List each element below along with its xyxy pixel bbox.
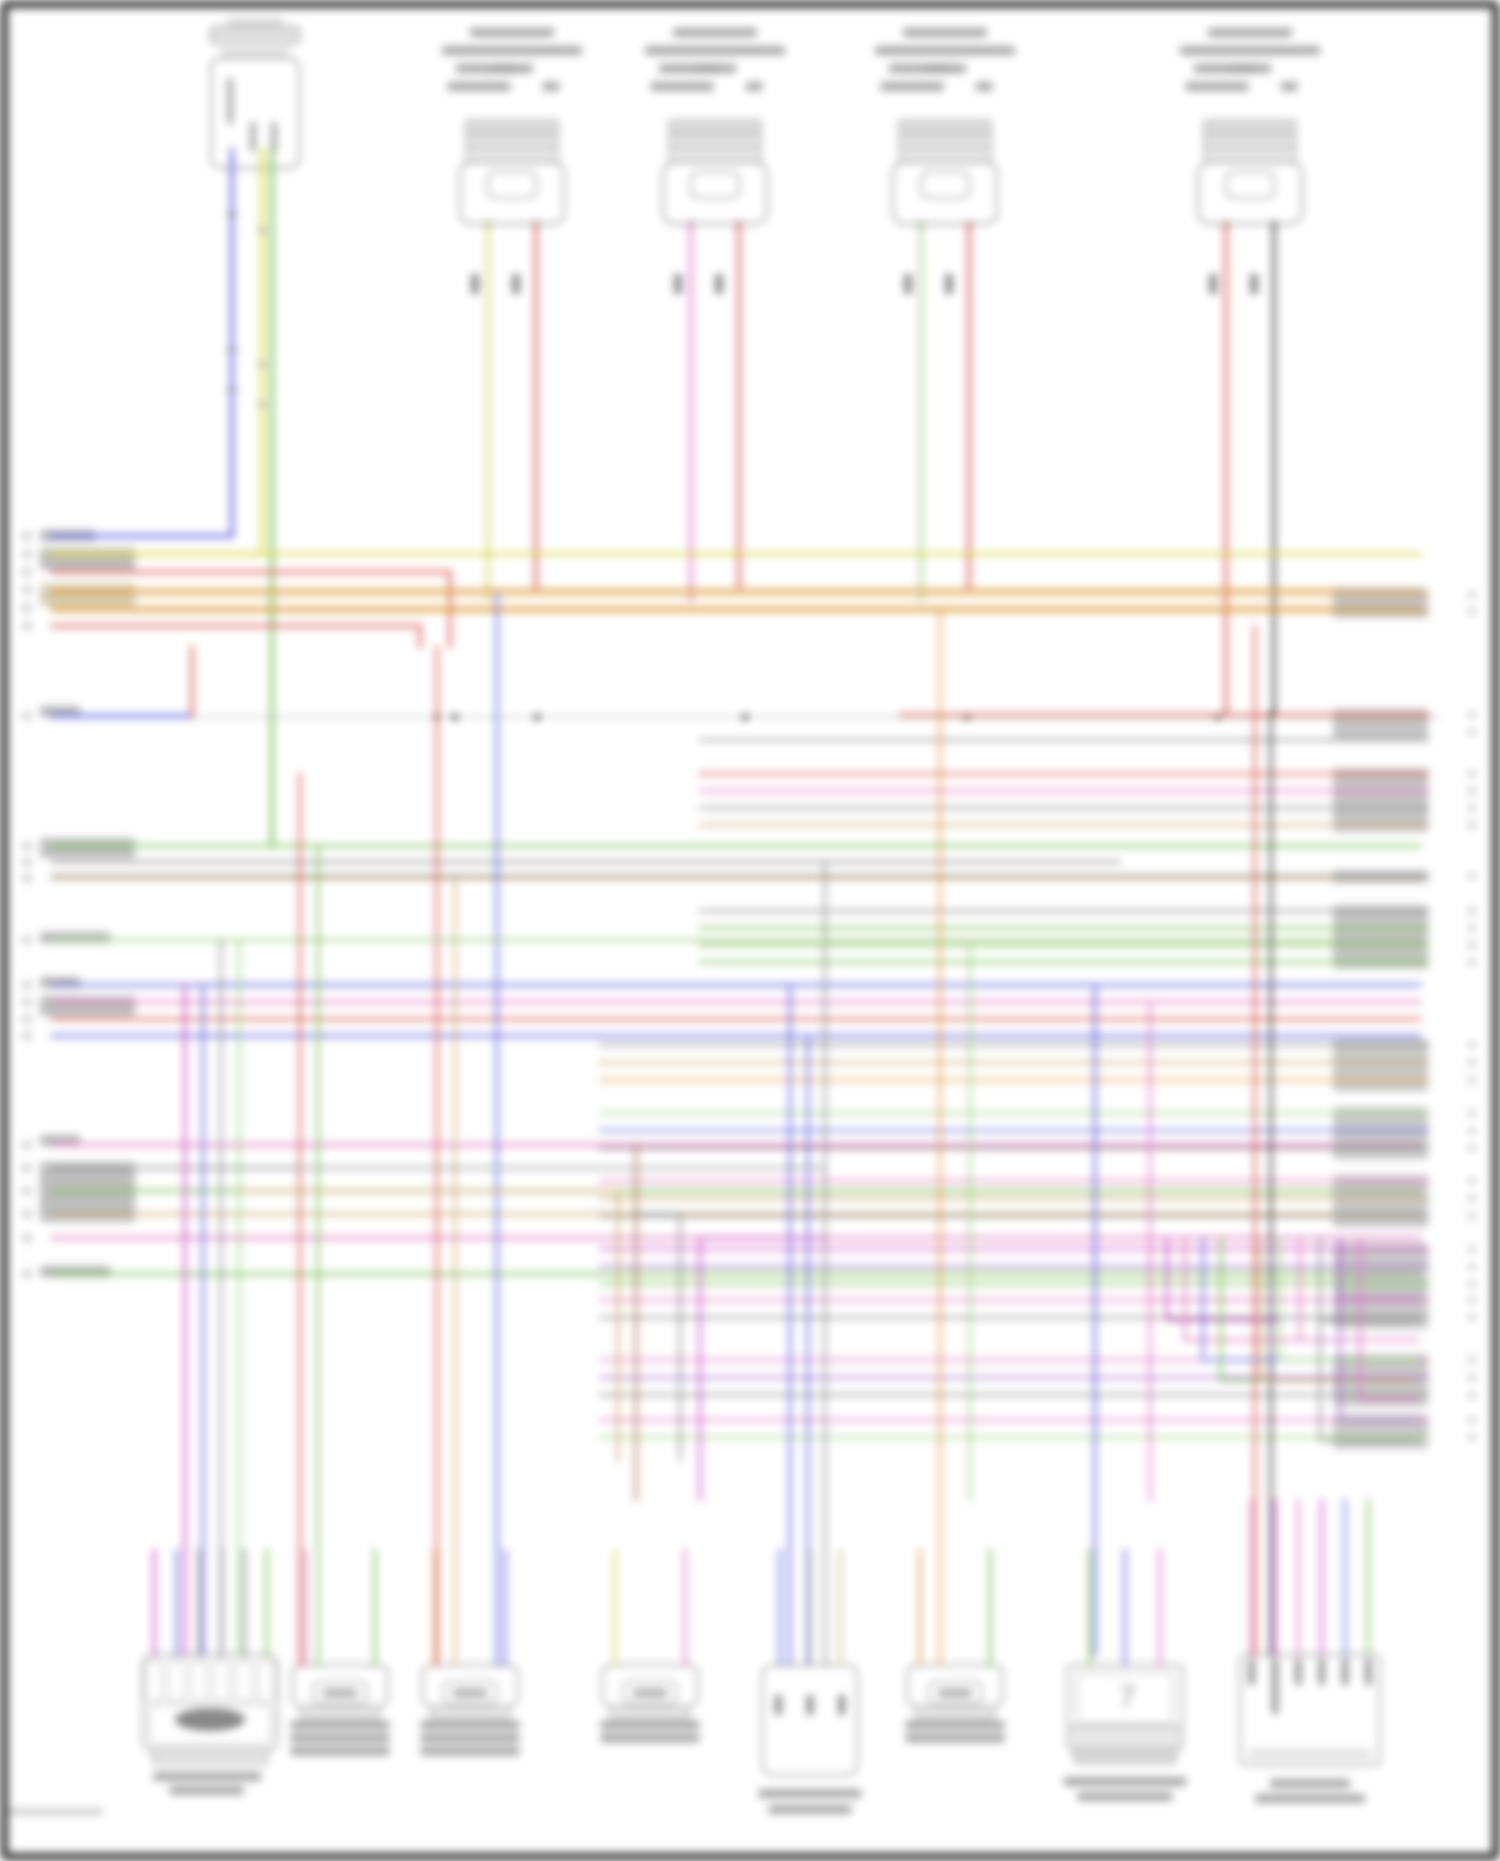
svg-text:7: 7: [1119, 1681, 1136, 1714]
